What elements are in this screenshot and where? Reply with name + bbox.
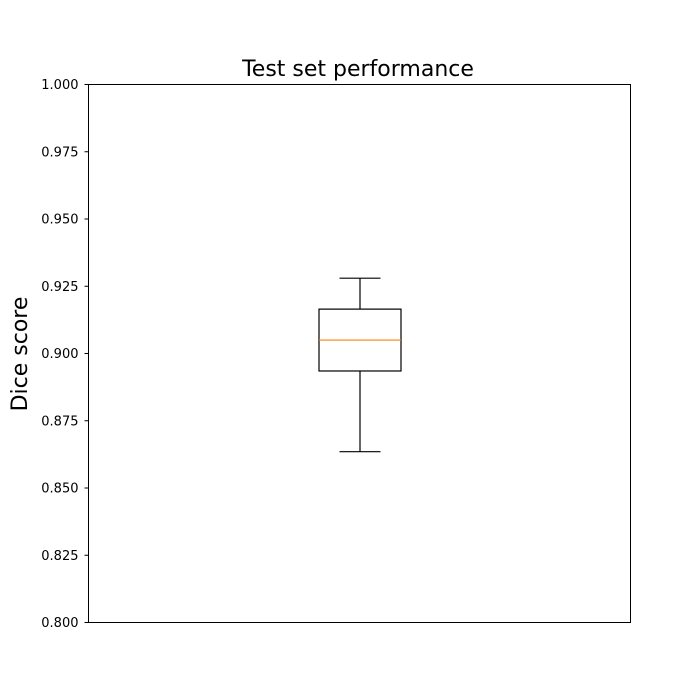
y-tick-label: 0.900: [41, 347, 78, 362]
y-axis-label: Dice score: [8, 297, 33, 412]
y-tick-label: 0.825: [41, 549, 78, 564]
y-tick-label: 0.975: [41, 145, 78, 160]
y-tick-label: 0.925: [41, 280, 78, 295]
y-tick-label: 0.800: [41, 616, 78, 631]
y-tick-label: 0.850: [41, 482, 78, 497]
y-tick-label: 0.950: [41, 213, 78, 228]
box-plot: [318, 277, 402, 453]
plot-area: [88, 84, 631, 623]
y-tick-label: 0.875: [41, 414, 78, 429]
y-axis-ticks: 0.800 0.825 0.850 0.875 0.900 0.925 0.950 0.975…: [41, 78, 89, 631]
chart-title: Test set performance: [241, 57, 474, 82]
y-tick-label: 1.000: [41, 78, 78, 93]
